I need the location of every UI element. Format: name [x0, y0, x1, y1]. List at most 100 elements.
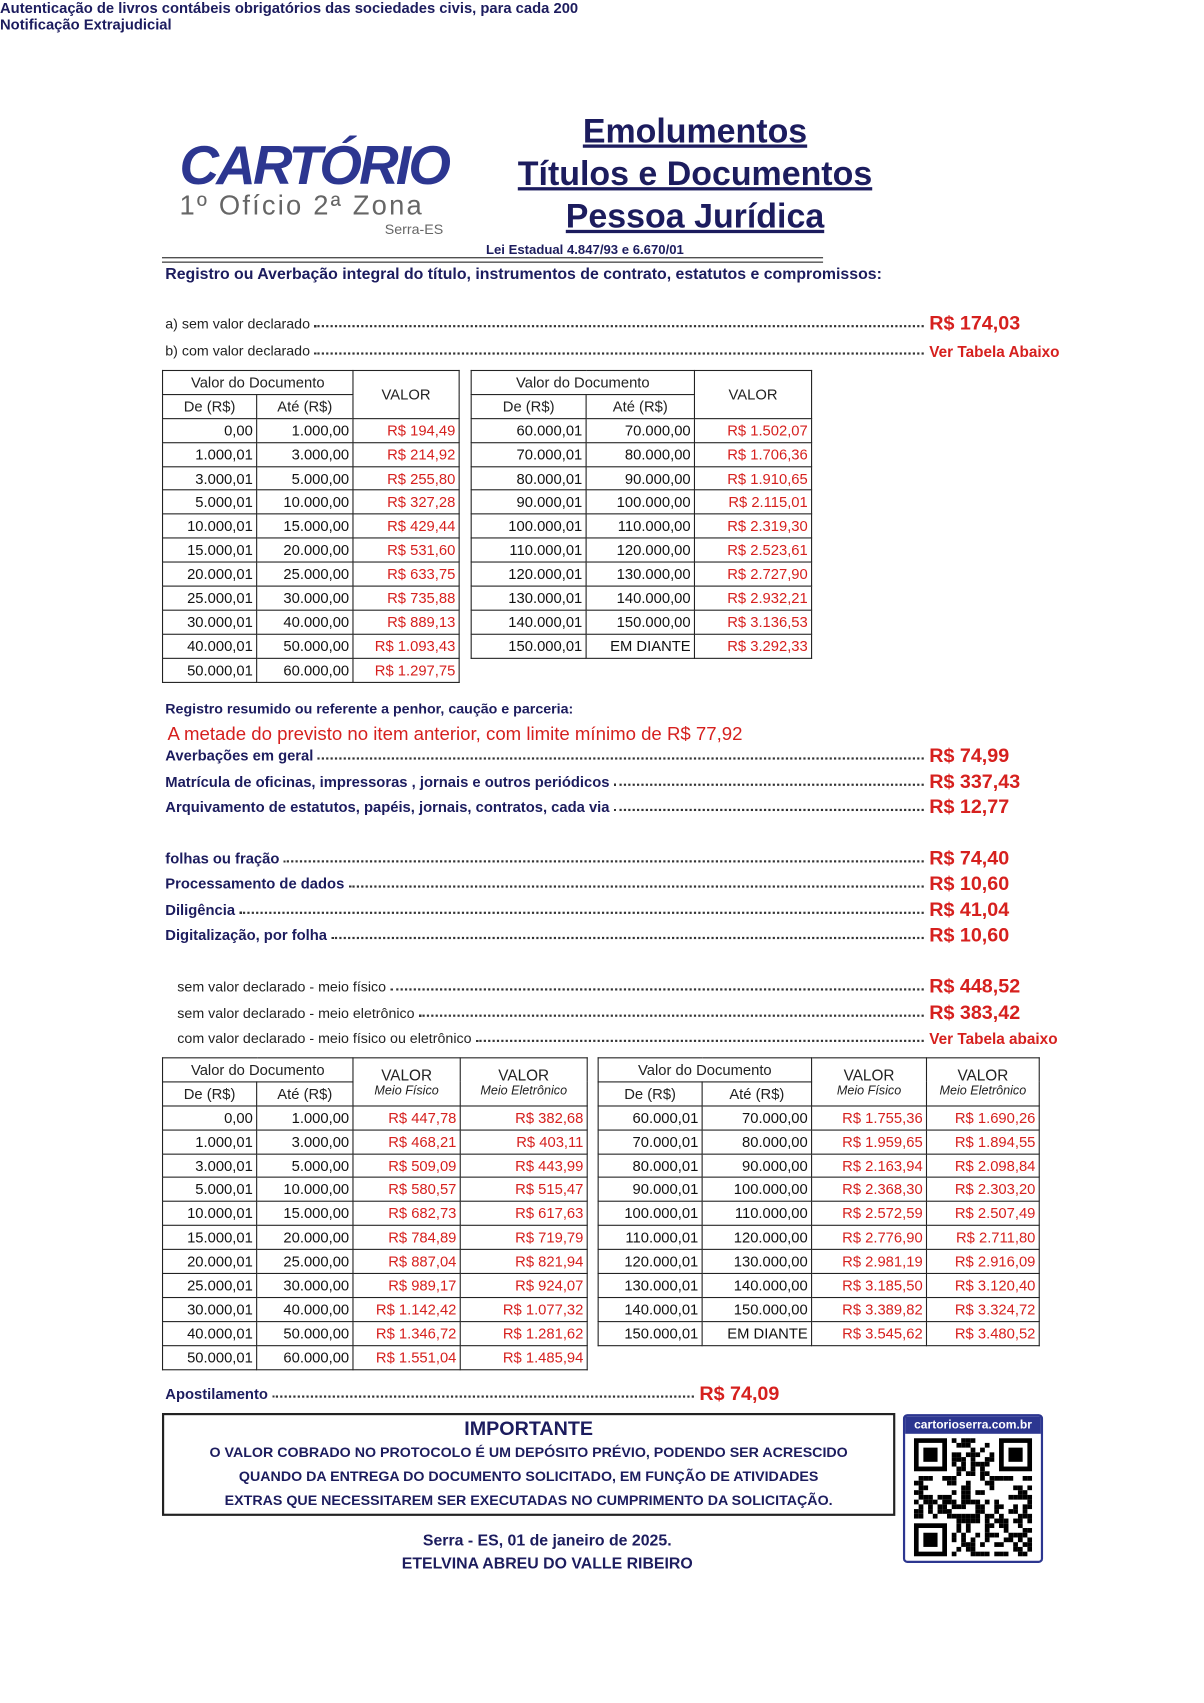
table-row: 80.000,01 90.000,00 R$ 1.910,65 — [470, 465, 813, 491]
dots — [418, 1014, 924, 1017]
qr-module — [1013, 1532, 1018, 1538]
qr-module — [1013, 1494, 1018, 1500]
qr-module — [975, 1499, 981, 1505]
table-cell: 100.000,00 — [585, 489, 696, 515]
qr-module — [1017, 1523, 1023, 1529]
qr-module — [1008, 1447, 1023, 1462]
table-cell: 150.000,00 — [701, 1296, 813, 1322]
qr-module — [1008, 1509, 1014, 1514]
leader-row: com valor declarado - meio físico ou ele… — [177, 1030, 926, 1046]
qr-module — [965, 1471, 971, 1476]
qr-module — [961, 1466, 966, 1472]
qr-module — [928, 1509, 933, 1514]
qr-module — [951, 1480, 957, 1486]
qr-module — [942, 1504, 948, 1510]
label: b) com valor declarado — [165, 342, 310, 359]
table-row: 15.000,01 20.000,00 R$ 784,89 R$ 719,79 — [161, 1225, 588, 1251]
table-cell: 1.000,00 — [256, 417, 354, 443]
qr-module — [956, 1452, 962, 1458]
table-cell: 120.000,01 — [470, 561, 587, 587]
leader-row: Apostilamento — [165, 1386, 696, 1402]
table-cell: 150.000,01 — [597, 1320, 703, 1346]
qr-module — [984, 1513, 990, 1519]
leader-row: sem valor declarado - meio físico — [177, 978, 926, 995]
table-row: 60.000,01 70.000,00 R$ 1.502,07 — [470, 417, 813, 443]
table-row: 0,00 1.000,00 R$ 194,49 — [161, 417, 460, 443]
header-value: VALOR — [843, 1066, 895, 1084]
qr-module — [999, 1551, 1004, 1557]
table-row: 70.000,01 80.000,00 R$ 1.959,65 R$ 1.894,55 — [597, 1129, 1040, 1155]
qr-module — [951, 1499, 957, 1505]
table-cell: R$ 2.981,19 — [811, 1248, 928, 1275]
table-cell: 70.000,00 — [701, 1105, 813, 1131]
table-cell: R$ 194,49 — [352, 417, 460, 443]
qr-module — [989, 1513, 995, 1519]
table-cell: R$ 468,21 — [352, 1129, 461, 1155]
table-cell: 70.000,01 — [597, 1129, 703, 1155]
qr-module — [951, 1504, 957, 1510]
table-cell: 140.000,01 — [597, 1296, 703, 1322]
table-cell: 15.000,00 — [256, 1201, 354, 1227]
qr-module — [970, 1471, 976, 1476]
dots — [272, 1395, 694, 1398]
qr-module — [956, 1523, 962, 1529]
qr-module — [965, 1490, 971, 1495]
signature: ETELVINA ABREU DO VALLE RIBEIRO — [401, 1555, 693, 1573]
table-cell: 15.000,01 — [161, 537, 258, 563]
label: a) sem valor declarado — [165, 315, 310, 332]
table-cell: 30.000,00 — [256, 1272, 354, 1298]
qr-module — [923, 1447, 938, 1462]
table-cell: 40.000,00 — [256, 1296, 354, 1322]
table-cell: R$ 2.368,30 — [811, 1177, 928, 1203]
header-row: De (R$) Até (R$) — [161, 1081, 588, 1107]
table-row: 60.000,01 70.000,00 R$ 1.755,36 R$ 1.690,26 — [597, 1105, 1040, 1131]
table-cell: 100.000,01 — [470, 513, 587, 539]
qr-module — [975, 1518, 981, 1524]
qr-module — [961, 1499, 966, 1505]
table-cell: R$ 889,13 — [352, 609, 460, 635]
table-row: 100.000,01 110.000,00 R$ 2.572,59 R$ 2.507,… — [597, 1201, 1040, 1227]
table-cell: 60.000,01 — [470, 417, 587, 443]
table-cell: R$ 327,28 — [352, 489, 460, 515]
table-cell: R$ 682,73 — [352, 1201, 461, 1227]
qr-module — [961, 1457, 966, 1462]
table-cell: 0,00 — [161, 417, 258, 443]
qr-module — [994, 1499, 1000, 1505]
logo-office: 1º Ofício 2ª Zona — [179, 190, 423, 221]
qr-module — [913, 1509, 919, 1514]
qr-module — [937, 1509, 943, 1514]
qr-module — [1017, 1490, 1023, 1495]
table-cell: 130.000,00 — [585, 561, 696, 587]
qr-module — [1003, 1475, 1009, 1481]
header-row: Valor do Documento VALOR Meio Físico VALOR M… — [161, 1057, 588, 1107]
table-cell: R$ 989,17 — [352, 1272, 461, 1298]
table-cell: R$ 1.894,55 — [925, 1129, 1040, 1155]
header-row: Valor do Documento VALOR Meio Físico VALOR M… — [597, 1057, 1040, 1107]
header-cell: Valor do Documento — [470, 369, 696, 395]
table-cell: 0,00 — [161, 1105, 258, 1131]
table-row: 80.000,01 90.000,00 R$ 2.163,94 R$ 2.098,84 — [597, 1153, 1040, 1179]
law: Lei Estadual 4.847/93 e 6.670/01 — [485, 241, 684, 258]
dots — [613, 783, 924, 786]
important-line: QUANDO DA ENTREGA DO DOCUMENTO SOLICITAD… — [238, 1467, 819, 1485]
header-value: VALOR — [381, 1066, 433, 1084]
table-row: 120.000,01 130.000,00 R$ 2.727,90 — [470, 561, 813, 587]
logo-brand: CARTÓRIO — [179, 134, 450, 196]
header-row: De (R$) Até (R$) — [597, 1081, 1039, 1107]
header-cell: Até (R$) — [701, 1081, 813, 1107]
qr-module — [970, 1499, 976, 1505]
table-row: 90.000,01 100.000,00 R$ 2.115,01 — [470, 489, 813, 515]
table-cell: 5.000,00 — [256, 465, 354, 491]
qr-module — [975, 1461, 981, 1467]
table-cell: R$ 3.292,33 — [693, 633, 813, 659]
qr-module — [1022, 1494, 1028, 1500]
fee-value: R$ 10,60 — [929, 923, 1010, 946]
qr-module — [1013, 1504, 1018, 1510]
table-cell: 60.000,01 — [597, 1105, 703, 1131]
header-sub: Meio Físico — [836, 1085, 902, 1099]
qr-module — [937, 1504, 943, 1510]
qr-module — [975, 1509, 981, 1514]
qr-module — [975, 1490, 981, 1495]
dots — [314, 325, 924, 328]
table-cell: R$ 719,79 — [459, 1225, 588, 1251]
